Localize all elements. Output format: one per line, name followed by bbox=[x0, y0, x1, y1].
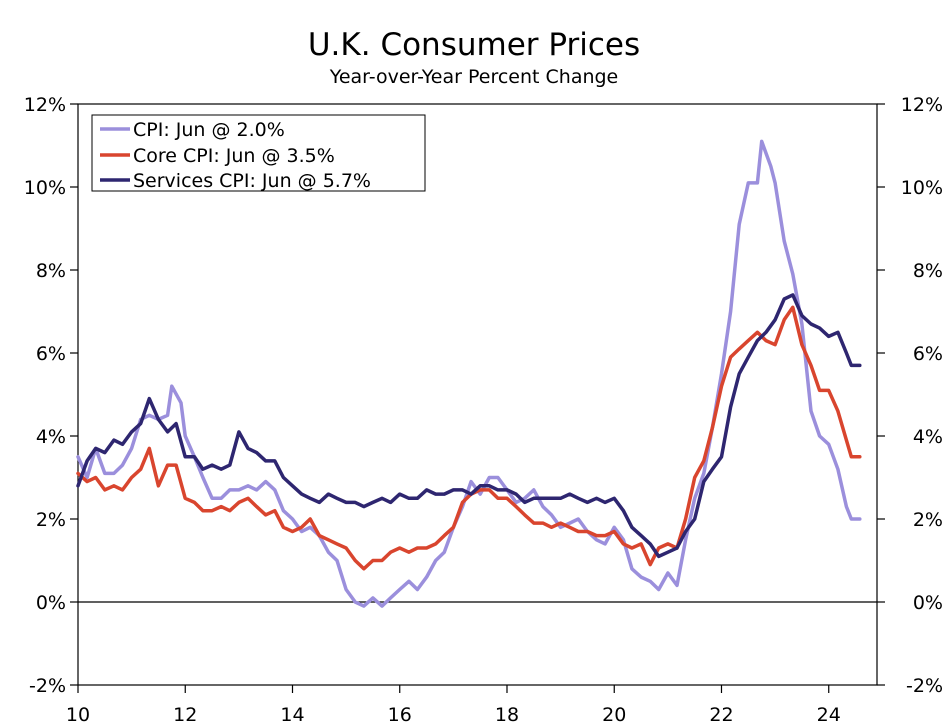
x-tick-label: 10 bbox=[66, 704, 90, 726]
y-tick-left-label: 4% bbox=[36, 426, 66, 448]
legend-label-services-cpi: Services CPI: Jun @ 5.7% bbox=[133, 170, 371, 192]
y-tick-left-label: 8% bbox=[36, 260, 66, 282]
plot-area bbox=[77, 103, 878, 686]
y-tick-left-label: -2% bbox=[29, 675, 66, 697]
y-tick-left-label: 10% bbox=[24, 177, 66, 199]
y-axis-right-ticks: -2% 0% 2% 4% 6% 8% 10% 12% bbox=[877, 94, 943, 697]
x-tick-label: 16 bbox=[388, 704, 412, 726]
y-tick-left-label: 2% bbox=[36, 509, 66, 531]
chart-title: U.K. Consumer Prices bbox=[308, 27, 640, 63]
y-tick-right-label: 8% bbox=[913, 260, 943, 282]
chart-subtitle: Year-over-Year Percent Change bbox=[329, 66, 619, 88]
y-axis-left-ticks: -2% 0% 2% 4% 6% 8% 10% 12% bbox=[24, 94, 78, 697]
series-line-core-cpi bbox=[76, 305, 862, 571]
y-tick-left-label: 6% bbox=[36, 343, 66, 365]
legend: CPI: Jun @ 2.0% Core CPI: Jun @ 3.5% Ser… bbox=[91, 114, 426, 192]
series-line-cpi bbox=[76, 139, 862, 608]
x-tick-label: 14 bbox=[280, 704, 304, 726]
legend-label-core-cpi: Core CPI: Jun @ 3.5% bbox=[133, 145, 335, 167]
x-tick-label: 22 bbox=[709, 704, 733, 726]
x-tick-label: 20 bbox=[602, 704, 626, 726]
series-lines bbox=[76, 139, 862, 608]
y-tick-right-label: 2% bbox=[913, 509, 943, 531]
x-tick-label: 24 bbox=[817, 704, 841, 726]
series-line-services-cpi bbox=[76, 293, 862, 559]
y-tick-right-label: 0% bbox=[913, 592, 943, 614]
x-tick-label: 12 bbox=[173, 704, 197, 726]
legend-label-cpi: CPI: Jun @ 2.0% bbox=[133, 119, 285, 141]
legend-box bbox=[91, 114, 426, 192]
y-tick-right-label: 4% bbox=[913, 426, 943, 448]
y-tick-left-label: 0% bbox=[36, 592, 66, 614]
x-tick-label: 18 bbox=[495, 704, 519, 726]
y-tick-right-label: -2% bbox=[906, 675, 943, 697]
y-tick-right-label: 12% bbox=[901, 94, 943, 116]
y-tick-left-label: 12% bbox=[24, 94, 66, 116]
x-axis-ticks: 10 12 14 16 18 20 22 24 bbox=[66, 685, 841, 726]
y-tick-right-label: 6% bbox=[913, 343, 943, 365]
y-tick-right-label: 10% bbox=[901, 177, 943, 199]
